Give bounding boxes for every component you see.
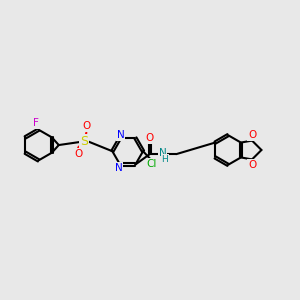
Text: Cl: Cl — [147, 159, 157, 169]
Text: S: S — [80, 135, 88, 148]
Text: O: O — [146, 133, 154, 143]
Text: N: N — [115, 163, 123, 172]
Text: N: N — [159, 148, 167, 158]
Text: O: O — [82, 121, 91, 131]
Text: F: F — [33, 118, 39, 128]
Text: O: O — [248, 160, 256, 170]
Text: H: H — [161, 154, 168, 164]
Text: O: O — [74, 149, 82, 159]
Text: O: O — [248, 130, 256, 140]
Text: N: N — [117, 130, 124, 140]
